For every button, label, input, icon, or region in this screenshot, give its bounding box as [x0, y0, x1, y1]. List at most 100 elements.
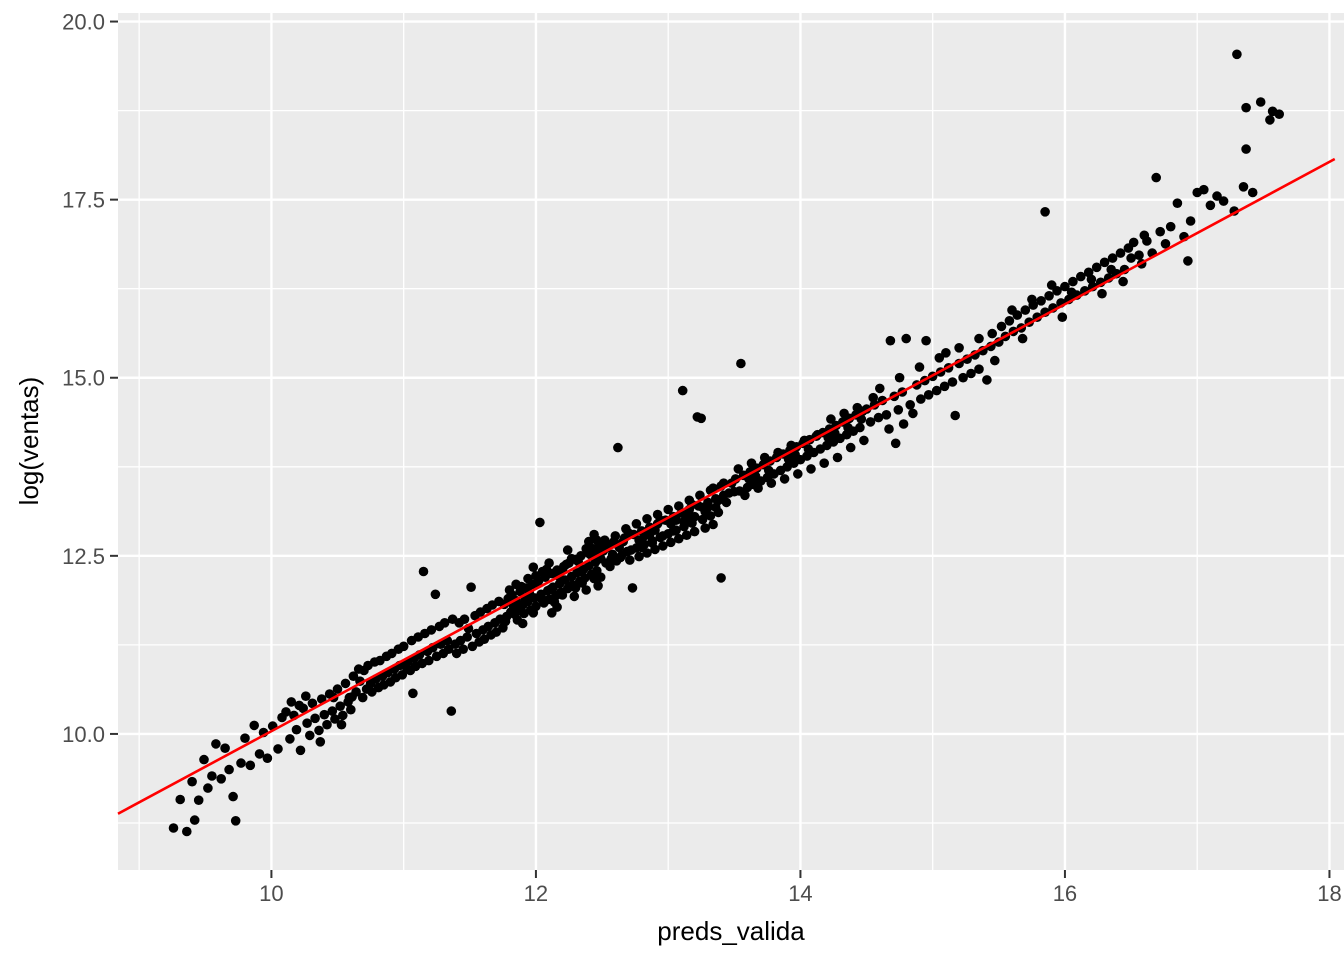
data-point: [249, 720, 259, 731]
data-point: [1106, 264, 1116, 275]
y-tick-label: 20.0: [62, 10, 105, 35]
data-point: [987, 328, 997, 339]
data-point: [990, 355, 1000, 366]
data-point: [884, 424, 894, 434]
data-point: [832, 452, 843, 463]
data-point: [216, 774, 226, 784]
data-point: [315, 737, 326, 747]
data-point: [1020, 305, 1031, 315]
data-point: [536, 593, 546, 604]
y-tick-label: 12.5: [62, 544, 105, 569]
data-point: [786, 440, 796, 451]
data-point: [868, 392, 878, 403]
data-point: [332, 684, 343, 694]
data-point: [535, 517, 545, 528]
data-point: [1115, 248, 1126, 258]
data-point: [941, 348, 951, 358]
data-point: [322, 719, 332, 730]
data-point: [613, 442, 623, 453]
data-point: [1126, 253, 1136, 263]
data-point: [605, 561, 615, 572]
data-point: [523, 573, 533, 584]
data-point: [224, 764, 234, 775]
data-point: [330, 714, 340, 724]
y-axis-title: log(ventas): [14, 377, 44, 506]
data-point: [996, 321, 1007, 332]
data-point: [901, 333, 911, 344]
data-point: [584, 536, 594, 547]
plot-panel: 10 12 14 16 18 10.0 12.5 15.0 17.5 20.0: [62, 10, 1344, 906]
data-point: [607, 549, 618, 560]
data-point: [408, 688, 418, 699]
data-point: [240, 733, 250, 743]
data-point: [285, 734, 295, 744]
data-point: [314, 725, 324, 736]
data-point: [893, 405, 904, 415]
data-point: [1172, 198, 1183, 208]
data-point: [1027, 294, 1037, 305]
data-point: [1199, 184, 1209, 195]
data-point: [168, 823, 179, 833]
data-point: [228, 791, 238, 802]
data-point: [286, 697, 297, 707]
data-point: [631, 519, 642, 529]
data-point: [1151, 172, 1161, 183]
data-point: [187, 776, 197, 787]
data-point: [1040, 207, 1050, 217]
data-point: [689, 511, 700, 522]
x-tick-label: 16: [1053, 881, 1077, 906]
data-point: [647, 538, 658, 548]
data-point: [207, 771, 217, 781]
data-point: [671, 515, 681, 525]
data-point: [974, 333, 984, 344]
data-point: [766, 478, 777, 489]
data-point: [958, 372, 968, 383]
data-point: [336, 719, 347, 730]
data-point: [1241, 102, 1251, 113]
data-point: [939, 381, 950, 392]
data-point: [733, 464, 744, 474]
data-point: [1238, 182, 1249, 192]
data-point: [182, 826, 192, 837]
data-point: [721, 497, 732, 508]
data-point: [566, 553, 577, 564]
data-point: [1232, 49, 1242, 60]
data-point: [203, 783, 213, 793]
data-point: [520, 595, 531, 605]
data-point: [826, 414, 836, 424]
data-point: [595, 572, 606, 582]
data-point: [295, 745, 306, 756]
data-point: [713, 495, 724, 506]
data-point: [1036, 296, 1046, 306]
data-point: [1128, 237, 1139, 248]
data-point: [262, 753, 273, 763]
data-point: [459, 614, 470, 624]
data-point: [1060, 281, 1070, 292]
y-tick-label: 10.0: [62, 722, 105, 747]
data-point: [773, 447, 783, 458]
data-point: [301, 691, 311, 701]
data-point: [511, 579, 521, 590]
data-point: [1241, 144, 1251, 154]
data-point: [397, 670, 408, 680]
data-point: [625, 555, 635, 565]
data-point: [398, 641, 409, 652]
data-point: [305, 730, 315, 741]
data-point: [462, 632, 473, 642]
data-point: [443, 644, 454, 654]
data-point: [873, 412, 884, 423]
data-point: [576, 566, 586, 577]
data-point: [175, 794, 185, 805]
data-point: [593, 581, 603, 591]
data-point: [644, 529, 655, 540]
data-point: [528, 608, 539, 618]
data-point: [894, 372, 905, 383]
data-point: [1155, 226, 1165, 237]
data-point: [211, 739, 221, 749]
data-point: [753, 483, 763, 494]
data-point: [439, 618, 450, 628]
data-point: [627, 583, 638, 593]
data-point: [855, 422, 865, 433]
data-point: [319, 709, 330, 720]
data-point: [689, 526, 700, 537]
